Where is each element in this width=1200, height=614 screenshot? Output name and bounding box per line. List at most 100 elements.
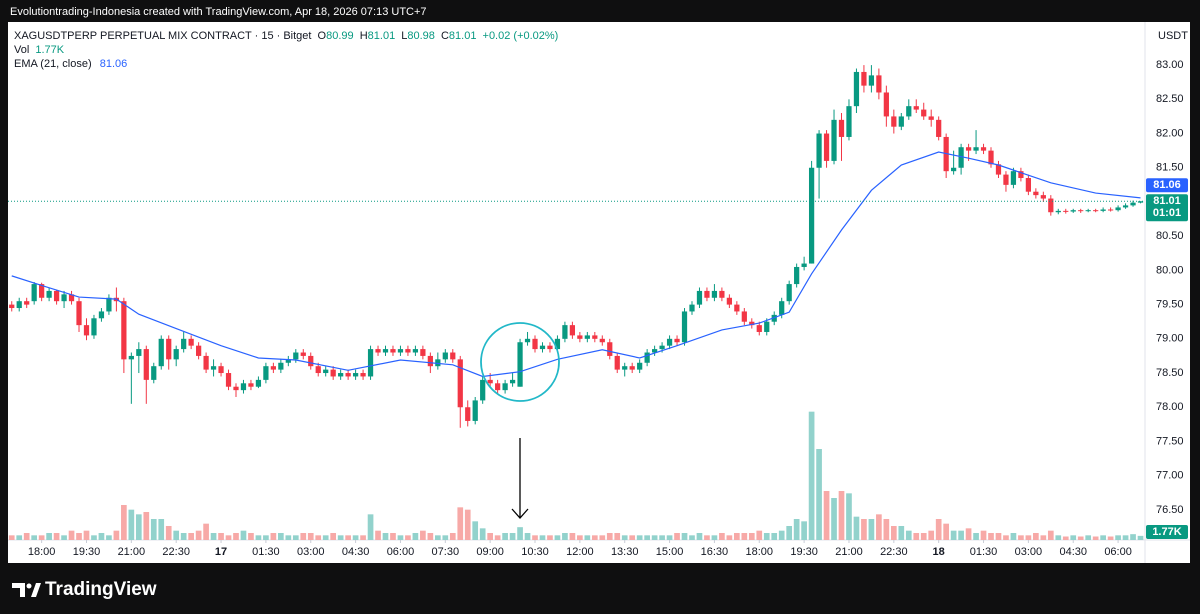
candle-body (921, 109, 927, 117)
candle-body (1055, 210, 1061, 213)
candle-body (487, 379, 493, 384)
volume-bar (322, 535, 329, 540)
candle-body (293, 352, 299, 360)
volume-bar (928, 530, 935, 540)
volume-bar (106, 535, 112, 540)
candle-body (696, 290, 703, 305)
candle-body (674, 338, 680, 343)
logo-mark (31, 583, 41, 597)
volume-bar (958, 530, 964, 540)
volume-bar (91, 535, 97, 540)
volume-bar (233, 533, 239, 540)
candle-body (188, 338, 194, 346)
candle-body (143, 349, 149, 380)
volume-bar (1122, 535, 1129, 540)
candle-body (1048, 198, 1054, 213)
candle-body (98, 311, 105, 319)
candle-body (756, 325, 762, 332)
last-price-tag (1146, 194, 1188, 222)
candle-body (83, 325, 90, 336)
volume-bar (382, 533, 389, 540)
volume-bar (980, 530, 987, 540)
ohlc-key: H (360, 30, 368, 42)
candle-body (24, 301, 30, 305)
candle-body (853, 71, 860, 107)
plot (8, 65, 1145, 540)
volume-bar (180, 533, 187, 540)
x-tick-label: 15:00 (656, 546, 684, 558)
candle-body (1137, 201, 1144, 203)
candle-body (831, 119, 837, 161)
candle-body (196, 345, 202, 356)
candle-body (375, 349, 381, 353)
x-tick-label: 19:30 (73, 546, 101, 558)
candle-body (823, 133, 830, 161)
candle-body (861, 71, 867, 86)
candle-body (210, 366, 217, 370)
candle-body (517, 342, 523, 387)
candle-body (816, 133, 822, 168)
candle-body (936, 119, 942, 137)
x-tick-label: 16:30 (701, 546, 729, 558)
volume-bar (591, 535, 598, 540)
volume-bar (577, 535, 583, 540)
ohlc-key: L (401, 30, 407, 42)
candle-body (846, 106, 852, 137)
candle-body (973, 147, 979, 151)
candle-body (681, 311, 688, 343)
candle-body (794, 266, 800, 285)
volume-bar (240, 530, 247, 540)
candle-body (472, 400, 478, 421)
annotation-arrowhead (511, 508, 529, 519)
candle-body (801, 263, 807, 267)
candle-body (367, 349, 374, 377)
volume-bar (913, 533, 920, 540)
x-tick-label: 06:00 (387, 546, 415, 558)
candle-body (838, 119, 845, 137)
volume-bar (23, 533, 30, 540)
candle-body (1100, 209, 1106, 211)
volume-bar (307, 533, 314, 540)
candle-body (218, 366, 224, 374)
volume-bar (539, 535, 546, 540)
candle-body (726, 297, 732, 305)
candle-body (46, 290, 52, 298)
candle-body (412, 349, 419, 353)
volume-bar (562, 533, 568, 540)
volume-bar (816, 449, 822, 540)
volume-bar (494, 535, 501, 540)
candle-body (554, 338, 561, 350)
chart-panel (8, 22, 1190, 563)
x-tick-label: 19:30 (790, 546, 818, 558)
candle-body (76, 301, 82, 326)
legend-ema: EMA (21, close) 81.06 (14, 58, 127, 70)
x-tick-label: 22:30 (162, 546, 190, 558)
volume-bar (375, 530, 381, 540)
volume-bar (719, 533, 725, 540)
volume-bar (270, 533, 277, 540)
candle-body (480, 379, 486, 401)
volume-bar (449, 533, 456, 540)
volume-bar (1033, 533, 1039, 540)
countdown: 01:01 (1153, 207, 1181, 219)
candle-body (577, 335, 583, 339)
volume-tag (1146, 525, 1188, 539)
volume-bar (188, 533, 194, 540)
candle-body (644, 352, 650, 363)
candle-body (1078, 210, 1084, 212)
brand: TradingView (45, 579, 157, 600)
volume-bar (487, 533, 494, 540)
volume-bar (599, 535, 606, 540)
candle-body (808, 167, 815, 264)
volume-bar (46, 533, 52, 540)
attribution: Evolutiontrading-Indonesia created with … (10, 6, 427, 18)
candle-body (450, 352, 456, 360)
y-tick-label: 80.50 (1156, 230, 1184, 242)
candle-body (1010, 171, 1017, 185)
volume-bar (352, 535, 359, 540)
volume-bar (808, 411, 815, 540)
x-tick-label: 01:30 (252, 546, 280, 558)
candle-body (539, 345, 546, 350)
